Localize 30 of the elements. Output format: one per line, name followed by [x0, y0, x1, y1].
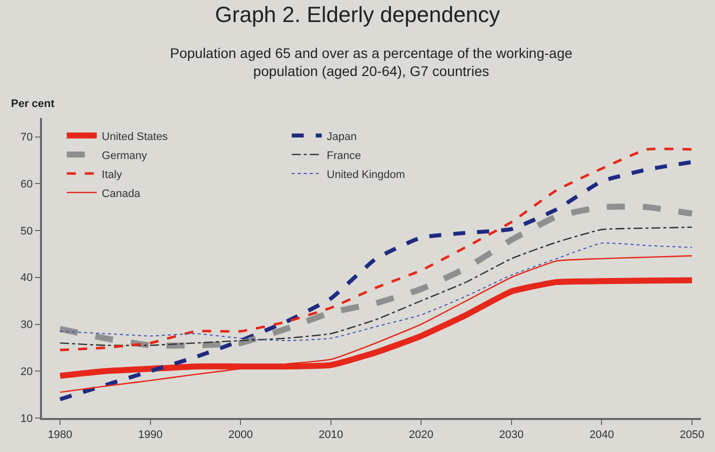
x-tick-label: 2000 — [228, 429, 253, 442]
legend-label: Italy — [102, 168, 122, 181]
line-series — [60, 242, 692, 342]
y-tick-label: 60 — [20, 178, 33, 190]
x-tick-label: 2030 — [499, 429, 524, 442]
legend-label: United States — [102, 130, 168, 143]
x-tick-label: 2010 — [318, 429, 344, 442]
x-tick-label: 1980 — [48, 429, 72, 442]
x-tick-label: 1990 — [138, 429, 163, 442]
y-tick-label: 30 — [20, 319, 33, 332]
y-tick-label: 10 — [20, 412, 33, 425]
legend-label: Germany — [102, 150, 148, 162]
x-tick-label: 2020 — [408, 429, 434, 442]
chart-subtitle: Population aged 65 and over as a percentage of the working-age population (aged 20-64), G7 countries — [170, 45, 573, 80]
y-tick-label: 50 — [20, 225, 33, 238]
line-series — [59, 226, 693, 346]
y-tick-label: 70 — [20, 132, 33, 144]
y-axis-title: Per cent — [11, 98, 55, 110]
line-series — [59, 255, 693, 393]
x-tick-label: 2040 — [589, 429, 614, 442]
y-tick-label: 20 — [20, 366, 33, 378]
legend-label: United Kingdom — [326, 168, 406, 181]
legend-label: Japan — [326, 130, 357, 143]
legend-label: Canada — [102, 188, 142, 200]
chart-title: Graph 2. Elderly dependency — [215, 2, 500, 28]
line-series — [58, 148, 694, 352]
x-tick-label: 2050 — [680, 429, 704, 442]
y-tick-label: 40 — [20, 272, 33, 284]
line-series — [58, 160, 694, 402]
legend-label: France — [326, 150, 362, 162]
